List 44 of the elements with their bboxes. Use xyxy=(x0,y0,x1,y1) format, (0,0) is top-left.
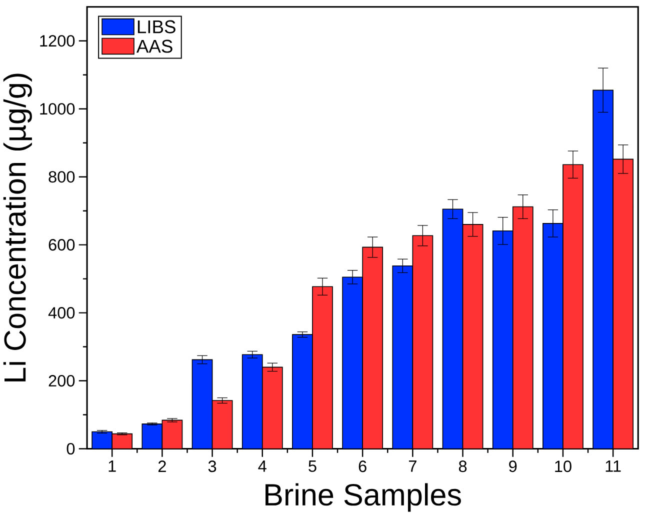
bar xyxy=(112,434,132,449)
bar xyxy=(492,230,513,449)
bar xyxy=(142,424,162,449)
x-tick-label: 11 xyxy=(606,460,621,472)
legend-label: AAS xyxy=(136,40,172,53)
x-tick-label: 8 xyxy=(458,460,467,472)
y-tick-label: 400 xyxy=(48,306,75,319)
bar xyxy=(462,224,483,449)
x-axis-title: Brine Samples xyxy=(266,483,461,512)
y-tick-label: 1200 xyxy=(40,35,75,47)
bar xyxy=(392,266,413,449)
bar xyxy=(412,236,433,449)
x-tick-label: 10 xyxy=(555,460,572,472)
x-tick-label: 7 xyxy=(408,460,416,472)
legend-label: LIBS xyxy=(138,20,176,34)
x-tick-label: 1 xyxy=(108,460,116,472)
y-tick-label: 0 xyxy=(66,442,75,454)
bar xyxy=(542,223,563,449)
bar xyxy=(362,247,383,449)
y-axis-title: Li Concentration (µg/g) xyxy=(3,74,32,382)
y-tick-label: 200 xyxy=(48,374,75,387)
bar xyxy=(212,400,232,449)
x-tick-label: 3 xyxy=(208,460,216,472)
x-tick-label: 6 xyxy=(358,460,366,472)
x-tick-label: 4 xyxy=(258,460,266,472)
bar xyxy=(612,158,634,449)
bar xyxy=(512,206,533,449)
x-tick-label: 5 xyxy=(308,460,316,472)
x-tick-label: 2 xyxy=(158,460,166,472)
x-tick-label: 9 xyxy=(509,460,517,472)
bar xyxy=(342,277,363,449)
bar xyxy=(562,164,584,449)
bar xyxy=(292,334,312,449)
y-tick-label: 800 xyxy=(48,171,75,183)
bar xyxy=(242,354,262,449)
bar xyxy=(262,367,282,449)
bar xyxy=(312,286,333,449)
bar xyxy=(192,360,212,449)
y-tick-label: 1000 xyxy=(40,103,75,115)
bar xyxy=(92,432,112,449)
bar xyxy=(162,420,182,449)
y-tick-label: 600 xyxy=(48,238,75,251)
bar xyxy=(592,90,614,449)
bar xyxy=(442,209,463,449)
